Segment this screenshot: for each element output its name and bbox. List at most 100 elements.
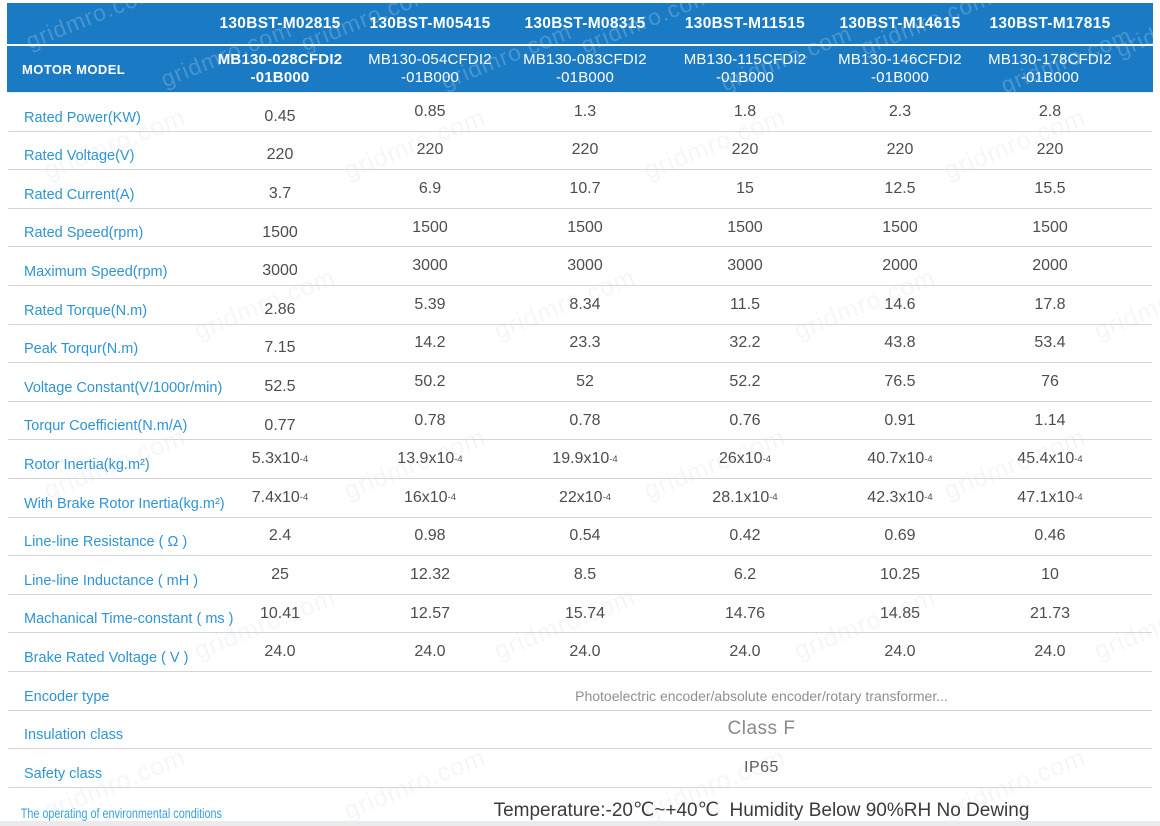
spec-row-label: Voltage Constant(V/1000r/min): [24, 379, 223, 396]
sub-model-line1: MB130-178CFDI2: [988, 51, 1112, 68]
spec-row-label: Rated Speed(rpm): [24, 225, 144, 242]
spec-row-label: Encoder type: [24, 688, 110, 705]
spec-row: With Brake Rotor Inertia(kg.m²) 7.4x10 -4 1…: [8, 479, 1152, 518]
spec-value: 21.73: [1029, 604, 1071, 622]
spec-row: Line-line Inductance ( mH ) 25 12.32 8.5 6.2…: [8, 556, 1152, 595]
header-model-row: 130BST-M02815 130BST-M05415 130BST-M08315 1…: [7, 3, 1153, 44]
spec-value: 15: [736, 179, 754, 197]
spec-value: 24.0: [569, 643, 601, 661]
spec-row-label: Brake Rated Voltage ( V ): [24, 649, 189, 666]
spec-row-label: Rotor Inertia(kg.m²): [24, 456, 150, 473]
spec-value: 42.3x10 -4: [867, 488, 933, 506]
spec-value: 26x10 -4: [718, 450, 772, 468]
header-empty-cell: [7, 3, 205, 44]
spec-value: 1.14: [1034, 411, 1066, 429]
spec-row-label: Safety class: [24, 765, 103, 782]
header-divider: [7, 44, 1153, 46]
spec-value: 1500: [412, 218, 448, 236]
spec-value: 1500: [727, 218, 763, 236]
spec-value: 40.7x10 -4: [867, 450, 933, 468]
spec-row-merged: Encoder type Photoelectric encoder/absolu…: [8, 672, 1152, 711]
spec-value: 52.2: [729, 372, 761, 390]
exponent: -4: [1074, 453, 1083, 465]
spec-value: 1500: [567, 218, 603, 236]
header-submodel-row: MOTOR MODEL MB130-028CFDI2 -01B000 MB130-0…: [7, 46, 1153, 92]
spec-merged-value: Temperature:-20℃~+40℃ Humidity Below 90%…: [493, 800, 1030, 822]
spec-value: 2000: [1032, 257, 1068, 275]
spec-value: 3000: [262, 262, 298, 280]
spec-row-label: Peak Torqur(N.m): [24, 341, 139, 358]
spec-value: 1.3: [573, 102, 597, 120]
spec-merged-value: Photoelectric encoder/absolute encoder/r…: [575, 687, 948, 704]
spec-value: 10.7: [569, 179, 601, 197]
spec-value: 12.57: [409, 604, 451, 622]
spec-value: 0.85: [414, 102, 446, 120]
spec-value: 24.0: [1034, 643, 1066, 661]
spec-value: 14.76: [724, 604, 766, 622]
spec-value: 3.7: [268, 184, 292, 202]
spec-value: 14.2: [414, 334, 446, 352]
spec-row-label: With Brake Rotor Inertia(kg.m²): [24, 495, 225, 512]
sub-model-line1: MB130-115CFDI2: [683, 51, 807, 68]
header-sub-model: MB130-083CFDI2 -01B000: [505, 46, 665, 92]
sub-model-line1: MB130-146CFDI2: [838, 51, 962, 68]
header-sub-model: MB130-054CFDI2 -01B000: [355, 46, 505, 92]
spec-row: Rated Voltage(V) 220 220 220 220 220 220: [8, 132, 1152, 171]
header-sub-model: MB130-146CFDI2 -01B000: [825, 46, 975, 92]
spec-value: 0.54: [569, 527, 601, 545]
spec-value: 24.0: [414, 643, 446, 661]
spec-value: 47.1x10 -4: [1017, 488, 1083, 506]
spec-value: 10.41: [259, 604, 301, 622]
spec-row: Brake Rated Voltage ( V ) 24.0 24.0 24.0 24.…: [8, 633, 1152, 672]
spec-row-merged: Safety class IP65: [8, 749, 1152, 788]
exponent: -4: [924, 453, 933, 465]
spec-value: 0.76: [729, 411, 761, 429]
spec-value: 0.78: [569, 411, 601, 429]
spec-row: Rated Power(KW) 0.45 0.85 1.3 1.8 2.3 2.8: [8, 93, 1152, 132]
spec-row: Rated Torque(N.m) 2.86 5.39 8.34 11.5 14.6 17.…: [8, 286, 1152, 325]
spec-value: 12.32: [409, 565, 451, 583]
sub-model-line1: MB130-083CFDI2: [523, 51, 647, 68]
spec-value: 3000: [567, 257, 603, 275]
spec-value: 0.78: [414, 411, 446, 429]
header-model-name: 130BST-M17815: [989, 14, 1111, 32]
spec-value: 76.5: [884, 372, 916, 390]
spec-value: 14.6: [884, 295, 916, 313]
sub-model-line2: -01B000: [400, 69, 460, 86]
sub-model-line2: -01B000: [250, 69, 310, 86]
spec-value: 7.4x10 -4: [251, 488, 309, 506]
spec-row-label: Line-line Resistance ( Ω ): [24, 534, 188, 551]
sub-model-line2: -01B000: [1020, 69, 1080, 86]
spec-value: 6.9: [418, 179, 442, 197]
header-model-name: 130BST-M05415: [369, 14, 491, 32]
exponent: -4: [602, 492, 612, 504]
spec-row: Line-line Resistance ( Ω ) 2.4 0.98 0.54 0.4…: [8, 518, 1152, 557]
spec-value: 1.8: [733, 102, 757, 120]
spec-value: 220: [886, 141, 914, 159]
spec-row-label: Machanical Time-constant ( ms ): [24, 611, 234, 628]
spec-merged-value: Class F: [727, 718, 796, 740]
exponent: -4: [609, 453, 618, 465]
spec-row: Maximum Speed(rpm) 3000 3000 3000 3000 2000 20…: [8, 247, 1152, 286]
spec-value: 19.9x10 -4: [552, 450, 618, 468]
spec-value: 2.8: [1038, 102, 1062, 120]
header-model-name: 130BST-M11515: [684, 14, 806, 32]
spec-value: 24.0: [729, 643, 761, 661]
spec-value: 8.34: [569, 295, 601, 313]
spec-merged-value: IP65: [744, 758, 779, 776]
spec-value: 13.9x10 -4: [397, 450, 463, 468]
spec-value: 11.5: [730, 295, 760, 313]
spec-value: 10: [1041, 565, 1059, 583]
spec-row-label: Rated Power(KW): [24, 109, 141, 126]
spec-value: 3000: [412, 257, 448, 275]
spec-value: 5.3x10 -4: [251, 450, 309, 468]
spec-value: 23.3: [569, 334, 601, 352]
sub-model-line1: MB130-028CFDI2: [217, 51, 343, 68]
spec-value: 76: [1041, 372, 1059, 390]
sub-model-line2: -01B000: [555, 69, 615, 86]
motor-model-label: MOTOR MODEL: [22, 61, 126, 77]
spec-value: 0.77: [264, 416, 296, 434]
spec-row-label: Rated Voltage(V): [24, 148, 135, 165]
spec-value: 5.39: [414, 295, 446, 313]
